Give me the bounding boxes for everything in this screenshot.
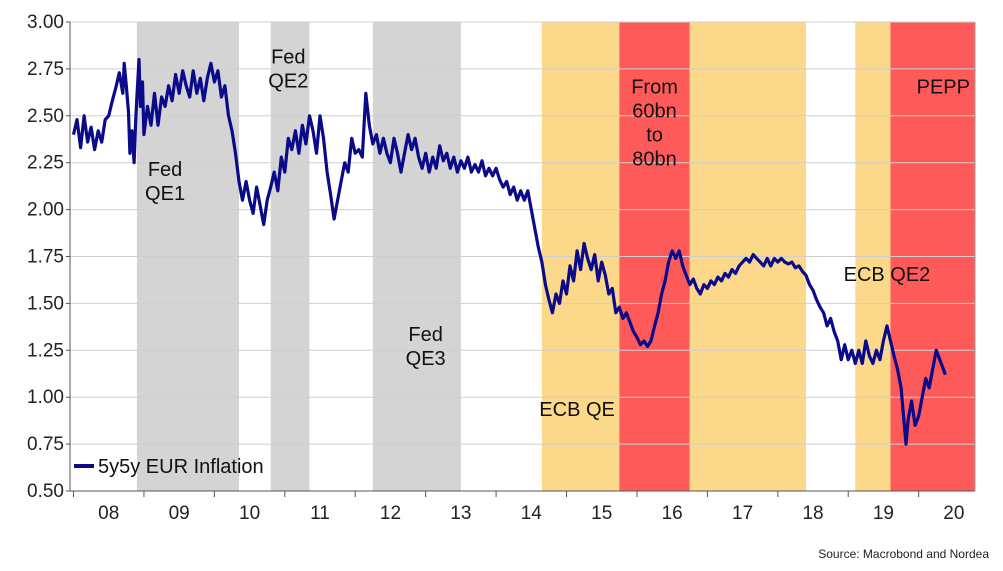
series-line-0 bbox=[71, 57, 947, 446]
x-tick-label-8: 16 bbox=[662, 503, 683, 524]
x-tick-label-1: 09 bbox=[169, 503, 190, 524]
y-tick-label-9: 2.75 bbox=[27, 59, 64, 80]
y-tick-label-5: 1.75 bbox=[27, 247, 64, 268]
x-tick-label-7: 15 bbox=[591, 503, 612, 524]
x-tick-label-0: 08 bbox=[98, 503, 119, 524]
y-tick-label-1: 0.75 bbox=[27, 434, 64, 455]
period-label-2: Fed QE3 bbox=[406, 324, 446, 370]
y-tick-label-4: 1.50 bbox=[27, 293, 64, 314]
y-tick-label-8: 2.50 bbox=[27, 106, 64, 127]
x-tick-label-3: 11 bbox=[310, 503, 330, 524]
period-label-6: ECB QE2 bbox=[844, 264, 931, 286]
x-tick-label-9: 17 bbox=[732, 503, 753, 524]
x-tick-label-2: 10 bbox=[239, 503, 260, 524]
x-tick-label-10: 18 bbox=[802, 503, 823, 524]
source-note: Source: Macrobond and Nordea bbox=[818, 547, 989, 561]
x-tick-label-4: 12 bbox=[380, 503, 401, 524]
period-label-0: Fed QE1 bbox=[145, 159, 185, 205]
y-tick-label-3: 1.25 bbox=[27, 340, 64, 361]
series-lines bbox=[71, 57, 947, 446]
y-tick-label-2: 1.00 bbox=[27, 387, 64, 408]
x-tick-label-11: 19 bbox=[873, 503, 894, 524]
y-tick-label-0: 0.50 bbox=[27, 481, 64, 502]
legend-label: 5y5y EUR Inflation bbox=[98, 456, 264, 478]
x-tick-label-12: 20 bbox=[943, 503, 964, 524]
axes: 0.50 0.75 1.00 1.25 1.50 1.75 2.00 2.25 2.50 2.75… bbox=[27, 12, 976, 524]
period-label-4: From 60bn to 80bn bbox=[631, 76, 678, 170]
period-label-7: PEPP bbox=[917, 76, 970, 98]
y-tick-label-10: 3.00 bbox=[27, 12, 64, 33]
period-label-3: ECB QE bbox=[539, 399, 615, 421]
x-tick-label-6: 14 bbox=[521, 503, 543, 524]
y-tick-label-7: 2.25 bbox=[27, 153, 64, 174]
period-label-1: Fed QE2 bbox=[268, 46, 308, 92]
y-tick-label-6: 2.00 bbox=[27, 200, 64, 221]
legend: 5y5y EUR Inflation bbox=[74, 456, 264, 478]
x-tick-label-5: 13 bbox=[450, 503, 471, 524]
annotations: Fed QE1 Fed QE2 Fed QE3 ECB QE From 60bn to 80bn EC… bbox=[145, 46, 970, 421]
